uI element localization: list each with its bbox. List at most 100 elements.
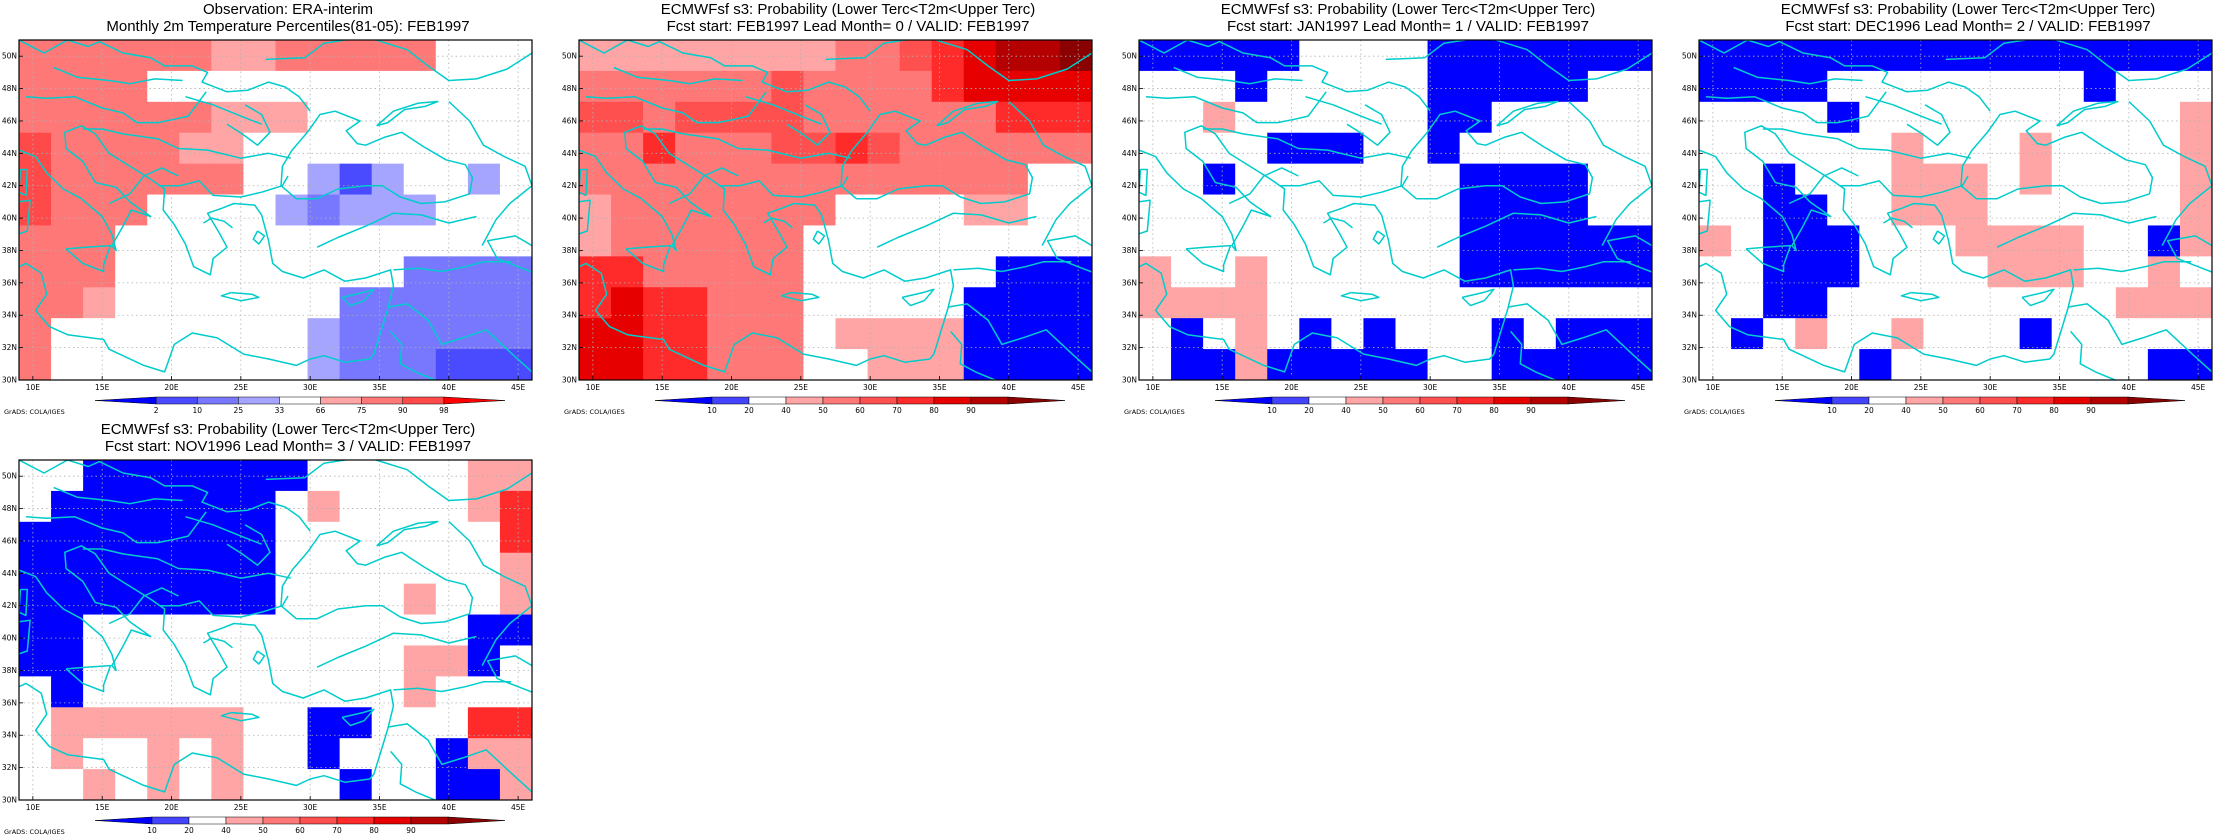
colorbar-tick-label: 10 [1827, 406, 1837, 415]
grid-cell [1331, 40, 1365, 72]
grid-cell [1459, 194, 1493, 227]
grid-cell [1795, 287, 1828, 319]
colorbar-tick-label: 60 [855, 406, 865, 415]
grid-cell [2179, 287, 2212, 319]
grid-cell [115, 132, 148, 165]
grid-cell [83, 287, 116, 319]
grid-cell [995, 70, 1029, 103]
grid-cell [115, 318, 148, 350]
grads-credit: GrADS: COLA/IGES [564, 408, 625, 416]
grid-cell [467, 707, 501, 739]
grid-cell [1459, 101, 1493, 134]
grid-cell [707, 318, 740, 350]
grid-cell [835, 163, 869, 196]
grid-cell [115, 287, 148, 319]
grid-cell [2179, 163, 2212, 196]
grid-cell [83, 460, 116, 492]
grid-cell [467, 349, 501, 380]
lat-tick-label: 34N [2, 311, 17, 320]
colorbar-segment [361, 396, 404, 405]
grid-cell [339, 349, 373, 380]
colorbar-tick-label: 75 [357, 406, 367, 415]
grid-cell [1139, 194, 1172, 227]
grid-cell [1987, 318, 2021, 350]
grid-cell [371, 225, 405, 257]
colorbar-tick-label: 50 [1378, 406, 1388, 415]
grid-cell [931, 349, 965, 380]
colorbar-segment [1345, 396, 1384, 405]
grid-cell [931, 70, 965, 103]
lat-tick-label: 42N [2, 181, 17, 190]
grid-cell [1923, 349, 1957, 380]
grid-cell [1731, 349, 1764, 380]
grid-cell [899, 70, 933, 103]
grid-cell [51, 707, 84, 739]
lat-tick-label: 40N [2, 634, 17, 643]
grid-cell [579, 40, 612, 72]
grid-cell [899, 318, 933, 350]
grid-cell [1235, 163, 1268, 196]
lon-tick-label: 35E [932, 383, 947, 392]
grid-cell [1555, 163, 1589, 196]
lon-tick-label: 45E [1631, 383, 1646, 392]
grid-cell [707, 349, 740, 380]
grid-cell [1299, 287, 1332, 319]
lat-tick-label: 48N [2, 504, 17, 513]
lat-tick-label: 50N [562, 52, 577, 61]
lat-tick-label: 38N [2, 666, 17, 675]
grid-cell [1395, 287, 1429, 319]
lat-tick-label: 48N [1682, 84, 1697, 93]
colorbar [1774, 396, 2186, 405]
grid-cell [2147, 349, 2181, 380]
lat-tick-label: 34N [2, 731, 17, 740]
grid-cell [2179, 70, 2212, 103]
grid-cell [2115, 349, 2149, 380]
colorbar-tick-label: 90 [398, 406, 408, 415]
grid-cell [435, 583, 469, 616]
grid-cell [307, 552, 341, 585]
grid-cell [611, 194, 644, 227]
grid-cell [1731, 194, 1764, 227]
colorbar-segment [1382, 396, 1421, 405]
grid-cell [1059, 225, 1092, 257]
grid-cell [1763, 70, 1796, 103]
grid-cell [1331, 70, 1365, 103]
colorbar-segment [320, 396, 362, 405]
lat-tick-label: 38N [2, 246, 17, 255]
grid-cell [1555, 318, 1589, 350]
map-title-line2: Fcst start: FEB1997 Lead Month= 0 / VALI… [667, 18, 1030, 35]
grid-cell [1139, 40, 1172, 72]
colorbar-tick-label: 60 [1975, 406, 1985, 415]
grid-cell [371, 552, 405, 585]
grid-cell [211, 645, 245, 677]
grid-cell [1731, 40, 1764, 72]
colorbar-tick-label: 20 [744, 406, 754, 415]
grid-cell [995, 163, 1029, 196]
grid-cell [307, 287, 341, 319]
grid-cell [899, 194, 933, 227]
grid-cell [499, 349, 532, 380]
grid-cell [147, 349, 180, 380]
colorbar-segment [1271, 396, 1310, 405]
grid-cell [307, 460, 341, 492]
grid-cell [931, 40, 965, 72]
grid-cell [1203, 132, 1236, 165]
grid-cell [1731, 163, 1764, 196]
grid-cell [1987, 194, 2021, 227]
lon-tick-label: 10E [26, 803, 41, 812]
grid-cell [403, 583, 437, 616]
grid-cell [2115, 101, 2149, 134]
lon-tick-label: 25E [794, 383, 809, 392]
grid-cell [1427, 287, 1461, 319]
grid-cell [499, 318, 532, 350]
lat-tick-label: 42N [1122, 181, 1137, 190]
colorbar-tick-label: 90 [1526, 406, 1536, 415]
grid-cell [579, 349, 612, 380]
grid-cell [1555, 225, 1589, 257]
grid-cell [243, 194, 277, 227]
grid-cell [243, 70, 277, 103]
grid-cell [371, 101, 405, 134]
colorbar-segment [822, 396, 861, 405]
grid-cell [643, 318, 676, 350]
grid-cell [963, 225, 997, 257]
